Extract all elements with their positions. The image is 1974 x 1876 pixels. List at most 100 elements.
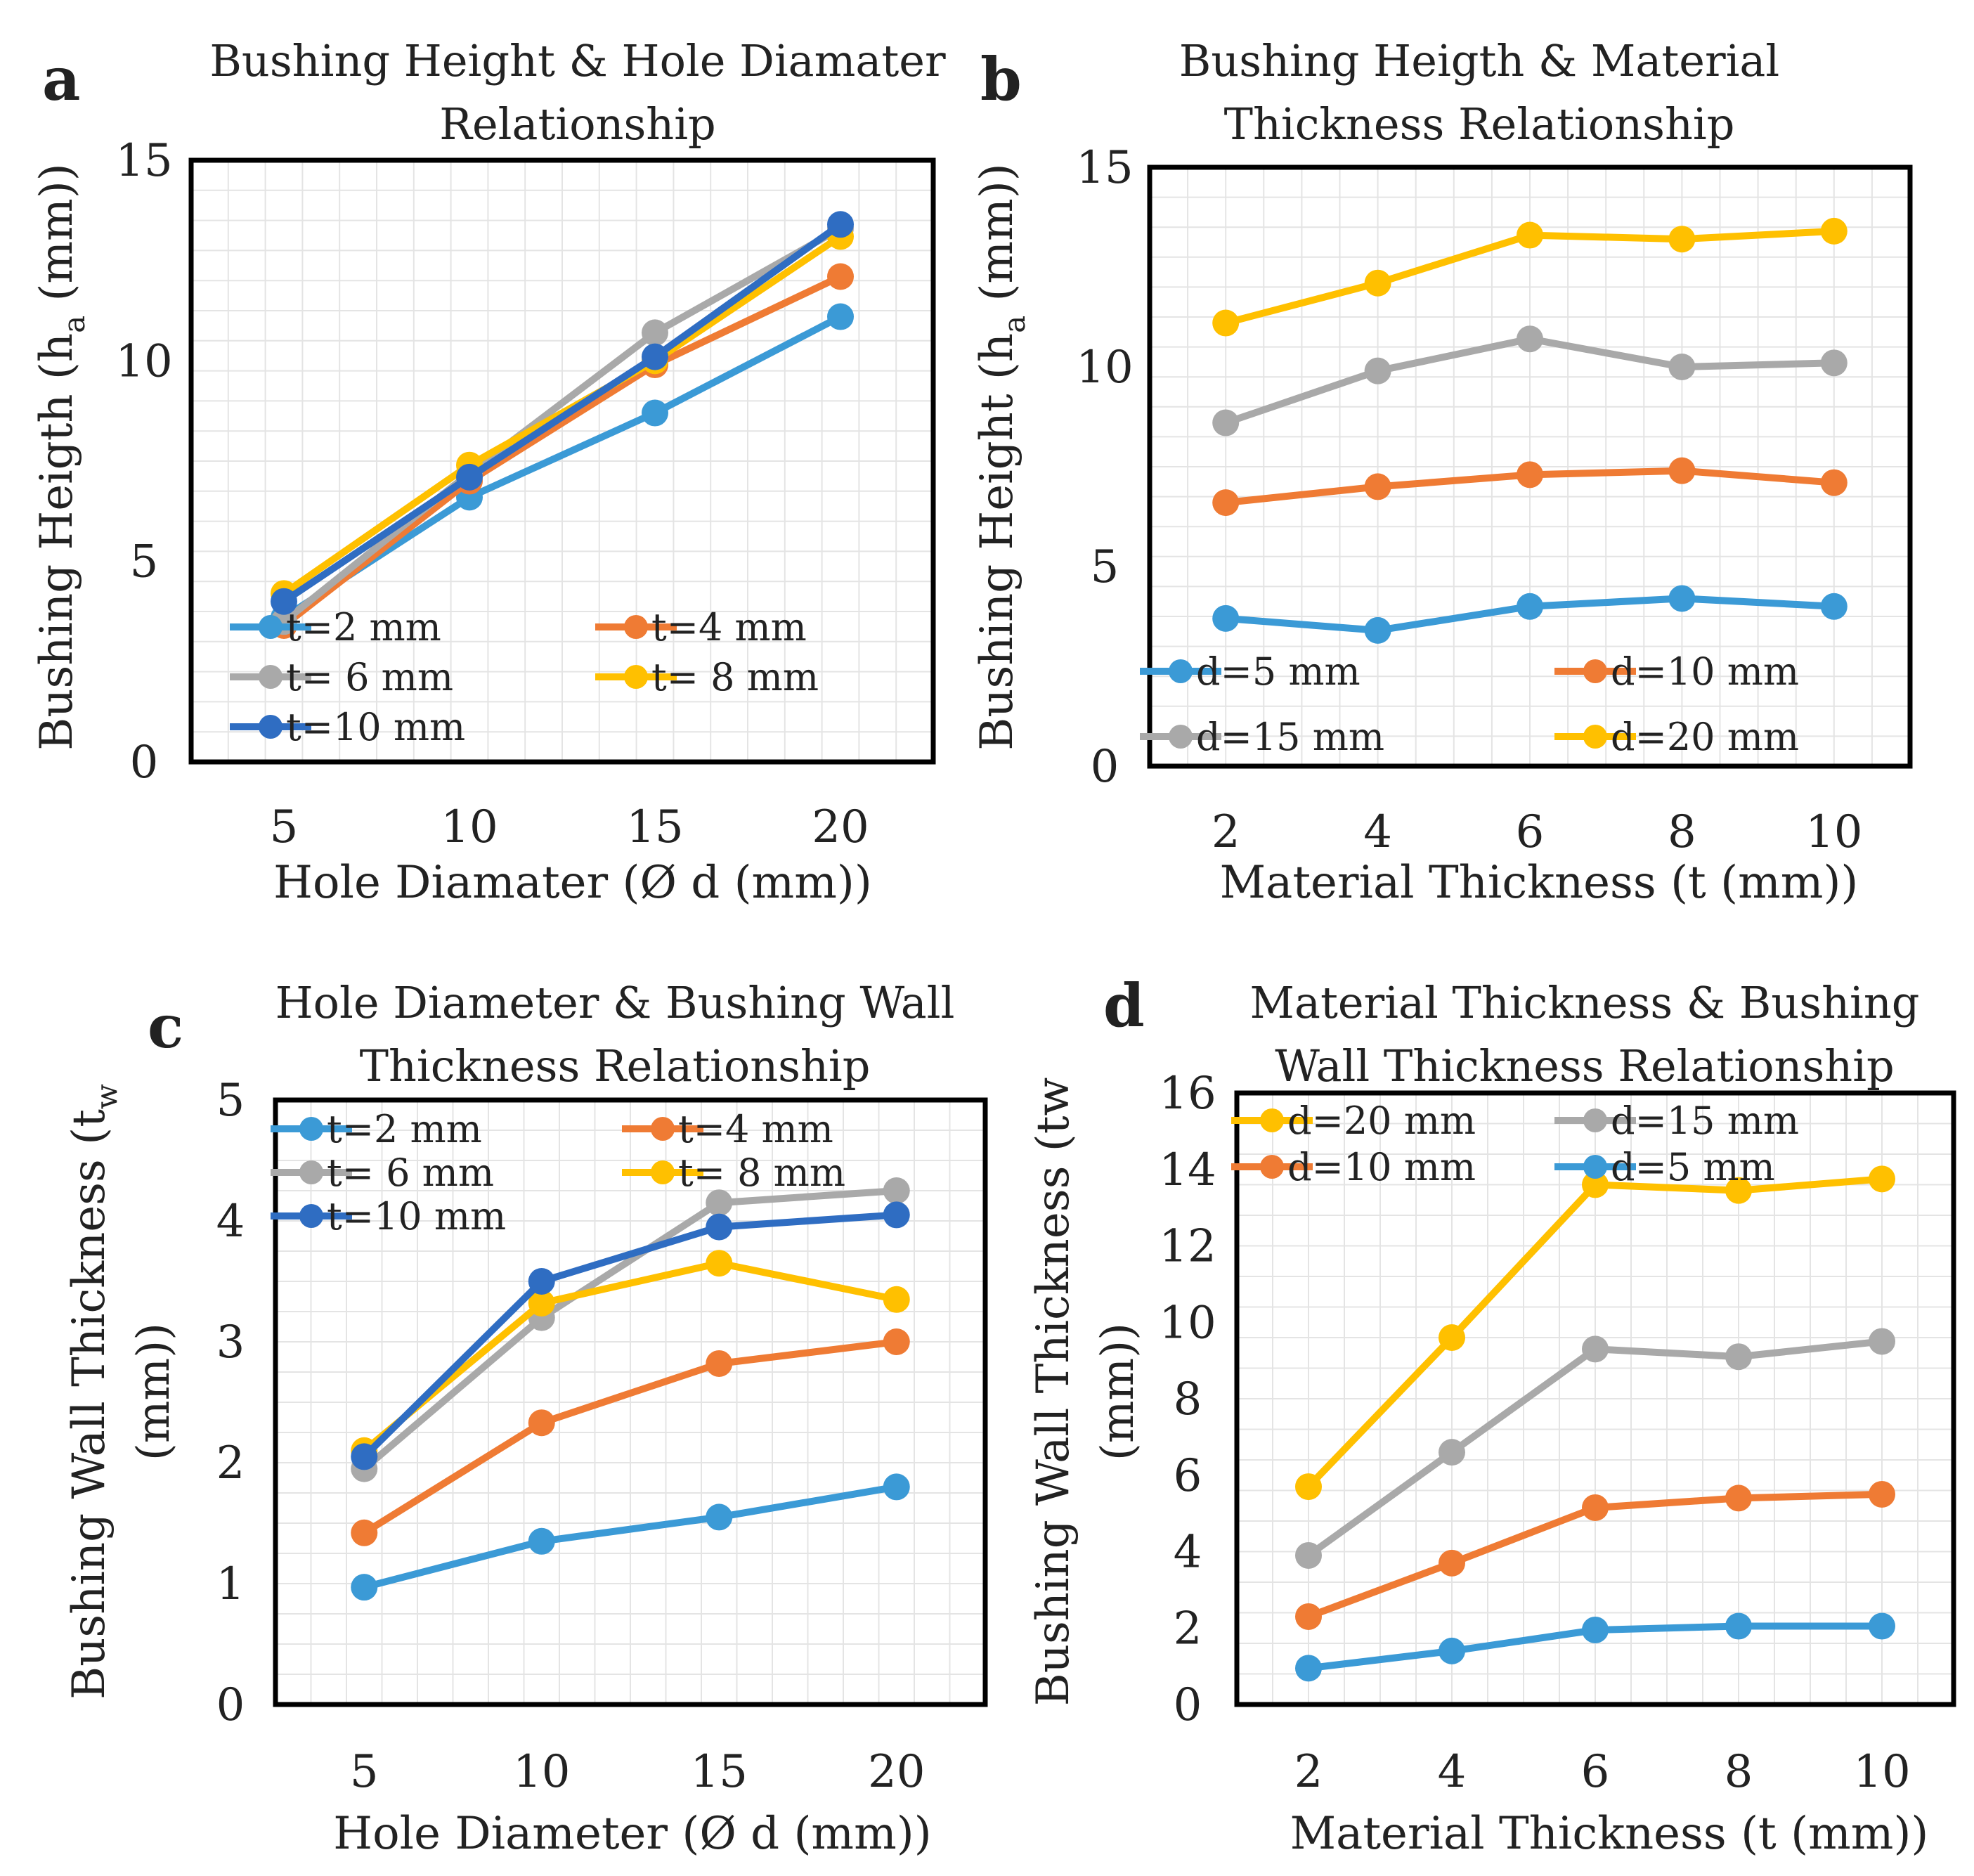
panel-label-b: b <box>980 44 1022 114</box>
chart-a-title-line-2: Relationship <box>439 98 715 150</box>
chart-c-series-line <box>361 1483 900 1591</box>
chart-c-x-axis-label: Hole Diameter (Ø d (mm)) <box>333 1808 931 1860</box>
chart-d-x-tick-label: 6 <box>1581 1746 1610 1798</box>
legend-item: d=5 mm <box>1554 1145 1775 1189</box>
chart-c-series-4 <box>351 1201 910 1470</box>
legend-swatch-marker <box>299 1117 323 1141</box>
chart-b-title-line-1: Bushing Heigth & Material <box>1179 35 1779 86</box>
legend-label: d=5 mm <box>1611 1145 1775 1189</box>
chart-b-data-point <box>1212 604 1240 632</box>
chart-c-series-line <box>361 1211 900 1461</box>
chart-b-series-1 <box>1212 457 1848 517</box>
chart-a-grid <box>191 160 933 762</box>
chart-b-series-2 <box>1212 325 1848 436</box>
chart-a-x-axis-label: Hole Diamater (Ø d (mm)) <box>273 857 872 909</box>
chart-a-y-axis: 0 5 10 15 <box>115 135 172 789</box>
legend-label: t=10 mm <box>327 1194 506 1238</box>
chart-b-series-0 <box>1212 585 1848 644</box>
chart-d-data-point <box>1439 1324 1465 1351</box>
legend-item: t= 8 mm <box>595 655 819 699</box>
chart-c-y-axis-label-line-2: (mm)) <box>128 1323 180 1461</box>
legend-swatch-marker <box>259 715 283 739</box>
chart-d-data-point <box>1582 1171 1609 1198</box>
chart-a-y-tick-label: 15 <box>115 135 172 187</box>
chart-d-y-tick-label: 16 <box>1159 1068 1216 1120</box>
chart-a-x-tick-label: 20 <box>812 801 869 853</box>
chart-d-data-point <box>1295 1473 1322 1501</box>
legend-label: t=10 mm <box>286 705 465 749</box>
chart-c-data-point <box>528 1527 555 1555</box>
legend-label: t=4 mm <box>651 605 807 649</box>
panel-label-a: a <box>42 44 80 114</box>
legend-swatch-marker <box>1583 1108 1607 1132</box>
chart-c-data-point <box>528 1289 555 1317</box>
panel-label-c: c <box>148 992 183 1061</box>
chart-b-data-point <box>1668 226 1696 253</box>
chart-b-data-point <box>1517 325 1543 353</box>
chart-a-x-tick-label: 15 <box>626 801 683 853</box>
chart-b-x-tick-label: 8 <box>1668 806 1696 858</box>
chart-c-y-axis: 0 1 2 3 4 5 <box>216 1075 245 1731</box>
legend-swatch-marker <box>1583 725 1607 749</box>
chart-c-title-line-1: Hole Diameter & Bushing Wall <box>275 977 955 1028</box>
chart-d-data-point <box>1725 1343 1752 1371</box>
chart-d-data-point <box>1439 1637 1465 1664</box>
chart-d-series-group <box>1295 1165 1895 1682</box>
chart-d-data-point <box>1725 1177 1752 1204</box>
legend-swatch-marker <box>1260 1155 1284 1179</box>
legend-label: t= 6 mm <box>286 655 453 699</box>
chart-a-data-point <box>642 343 668 370</box>
chart-c-y-tick-label: 2 <box>216 1437 245 1489</box>
chart-c-data-point <box>706 1250 733 1277</box>
chart-d-y-tick-label: 0 <box>1174 1679 1202 1731</box>
chart-a-x-tick-label: 10 <box>441 801 498 853</box>
legend-swatch-marker <box>1583 1155 1607 1179</box>
chart-d-x-axis-label: Material Thickness (t (mm)) <box>1290 1808 1929 1860</box>
chart-c-data-point <box>883 1473 910 1501</box>
chart-d-x-tick-label: 2 <box>1294 1746 1323 1798</box>
chart-d-data-point <box>1439 1439 1465 1466</box>
chart-b-data-point <box>1517 461 1543 489</box>
chart-a-y-tick-label: 0 <box>130 737 159 789</box>
chart-a-y-axis-label: Bushing Heigth (ha (mm)) <box>31 163 91 751</box>
chart-a-series-4 <box>271 211 854 615</box>
chart-c-data-point <box>706 1213 733 1241</box>
chart-a-data-point <box>271 588 297 615</box>
legend-swatch-marker <box>624 615 648 639</box>
legend-label: d=10 mm <box>1287 1145 1476 1189</box>
legend-item: t=4 mm <box>622 1107 833 1151</box>
chart-b-data-point <box>1517 221 1543 249</box>
chart-d-series-3 <box>1295 1612 1895 1682</box>
chart-d-data-point <box>1869 1612 1895 1640</box>
chart-a-y-tick-label: 5 <box>130 536 159 588</box>
chart-a-x-axis: 5 10 15 20 <box>270 801 869 853</box>
chart-a-series-line <box>280 225 844 626</box>
legend-label: t=2 mm <box>286 605 441 649</box>
chart-c-x-tick-label: 5 <box>350 1746 379 1798</box>
legend-item: d=15 mm <box>1554 1099 1799 1143</box>
chart-d-x-axis: 2 4 6 8 10 <box>1294 1746 1911 1798</box>
legend-label: d=5 mm <box>1196 649 1361 694</box>
chart-b-data-point <box>1212 489 1240 517</box>
chart-c-data-point <box>706 1189 733 1217</box>
chart-d-data-point <box>1295 1541 1322 1569</box>
chart-b-x-tick-label: 2 <box>1212 806 1240 858</box>
chart-d-data-point <box>1439 1549 1465 1577</box>
chart-c-data-point <box>706 1503 733 1531</box>
chart-b-data-point <box>1820 349 1848 377</box>
chart-a-data-point <box>827 303 854 330</box>
legend-item: d=20 mm <box>1231 1099 1476 1143</box>
chart-a-legend: t=2 mm t=4 mm t= 6 mm t= 8 mm t=10 mm <box>230 605 819 749</box>
chart-c-y-axis-label-line-1: Bushing Wall Thickness (tw <box>63 1084 124 1700</box>
legend-label: t= 6 mm <box>327 1151 494 1195</box>
chart-c-data-point <box>351 1574 378 1601</box>
chart-b-x-tick-label: 6 <box>1516 806 1545 858</box>
legend-label: d=15 mm <box>1196 715 1384 759</box>
chart-d-series-0 <box>1295 1165 1895 1501</box>
chart-d-data-point <box>1295 1603 1322 1630</box>
chart-d-y-axis-label-line-1: Bushing Wall Thickness (tw <box>1027 1078 1079 1707</box>
chart-d-series-1 <box>1295 1328 1895 1569</box>
chart-d-x-tick-label: 4 <box>1438 1746 1467 1798</box>
chart-d-data-point <box>1582 1494 1609 1521</box>
